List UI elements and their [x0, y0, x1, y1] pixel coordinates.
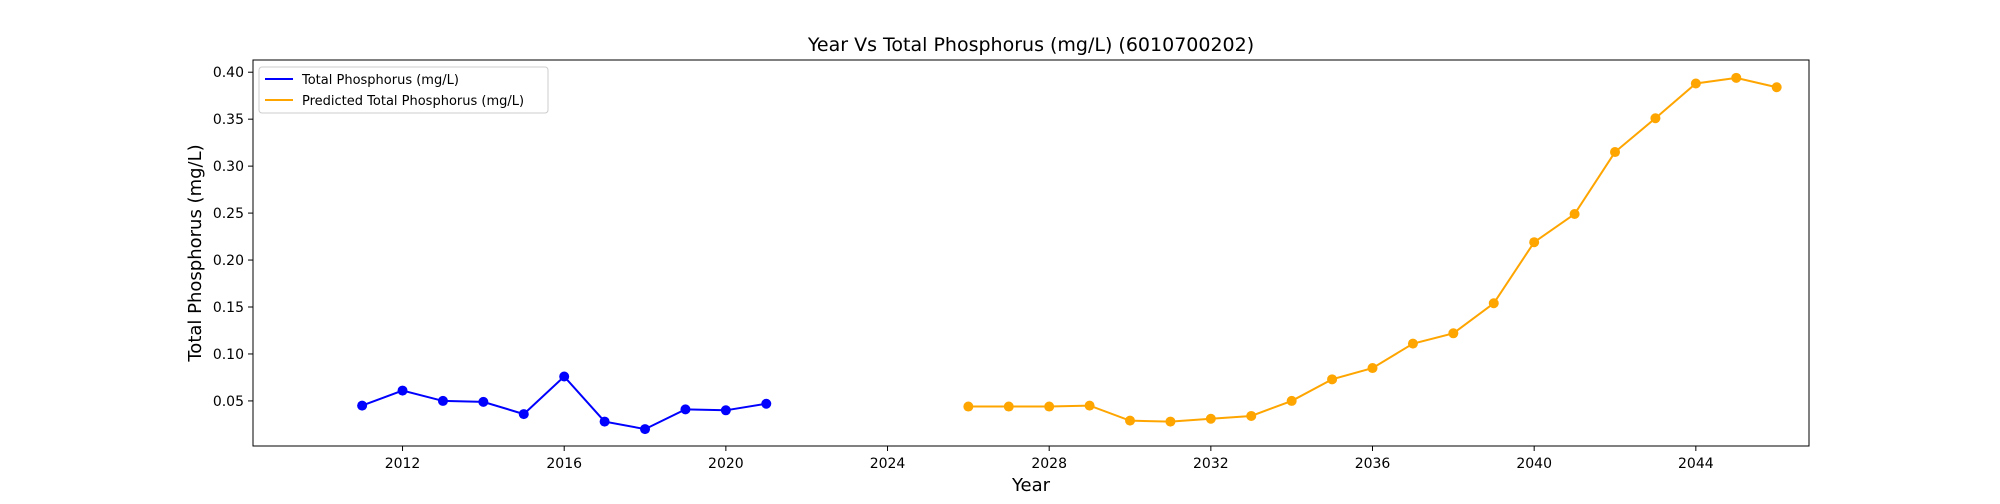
- y-axis-label: Total Phosphorus (mg/L): [185, 144, 206, 362]
- data-point: [599, 416, 610, 427]
- data-point: [963, 401, 974, 412]
- y-tick-label: 0.05: [213, 394, 244, 410]
- series-0: [357, 371, 772, 435]
- data-point: [720, 405, 731, 416]
- data-point: [1529, 237, 1540, 248]
- series-1: [963, 72, 1782, 427]
- data-point: [1003, 401, 1014, 412]
- data-point: [1569, 209, 1580, 220]
- data-point: [1286, 395, 1297, 406]
- y-tick-label: 0.10: [213, 347, 244, 363]
- y-tick-label: 0.15: [213, 300, 244, 316]
- y-tick-label: 0.20: [213, 253, 244, 269]
- legend-box: [258, 66, 549, 114]
- data-point: [437, 395, 448, 406]
- plot-frame: [252, 59, 1810, 447]
- x-tick-label: 2024: [870, 456, 906, 472]
- data-point: [518, 409, 529, 420]
- legend-entry-label: Total Phosphorus (mg/L): [301, 73, 459, 88]
- series-line: [361, 375, 767, 431]
- legend-entry-label: Predicted Total Phosphorus (mg/L): [302, 94, 524, 109]
- chart-title: Year Vs Total Phosphorus (mg/L) (6010700…: [807, 34, 1254, 56]
- data-point: [1650, 113, 1661, 124]
- data-point: [1165, 416, 1176, 427]
- data-point: [640, 424, 651, 435]
- data-point: [1690, 78, 1701, 89]
- x-tick-label: 2028: [1031, 456, 1067, 472]
- data-point: [1205, 413, 1216, 424]
- x-tick-label: 2020: [708, 456, 744, 472]
- data-point: [357, 400, 368, 411]
- x-tick-label: 2012: [385, 456, 421, 472]
- data-point: [1367, 363, 1378, 374]
- x-tick-label: 2044: [1678, 456, 1714, 472]
- data-point: [680, 404, 691, 415]
- x-tick-label: 2040: [1516, 456, 1552, 472]
- y-tick-label: 0.35: [213, 112, 244, 128]
- data-point: [1488, 298, 1499, 309]
- data-point: [478, 396, 489, 407]
- data-point: [1084, 400, 1095, 411]
- x-tick-label: 2032: [1193, 456, 1229, 472]
- y-tick-label: 0.25: [213, 206, 244, 222]
- y-tick-label: 0.30: [213, 159, 244, 175]
- data-point: [1044, 401, 1055, 412]
- data-point: [1327, 374, 1338, 385]
- data-point: [1246, 410, 1257, 421]
- data-point: [1125, 415, 1136, 426]
- data-point: [1771, 82, 1782, 93]
- data-point: [559, 371, 570, 382]
- data-point: [1407, 338, 1418, 349]
- data-point: [397, 385, 408, 396]
- data-point: [761, 398, 772, 409]
- x-tick-label: 2016: [546, 456, 582, 472]
- y-tick-label: 0.40: [213, 65, 244, 81]
- x-tick-label: 2036: [1355, 456, 1391, 472]
- data-point: [1610, 147, 1621, 158]
- x-axis-label: Year: [1011, 475, 1051, 496]
- data-point: [1448, 328, 1459, 339]
- data-point: [1731, 72, 1742, 83]
